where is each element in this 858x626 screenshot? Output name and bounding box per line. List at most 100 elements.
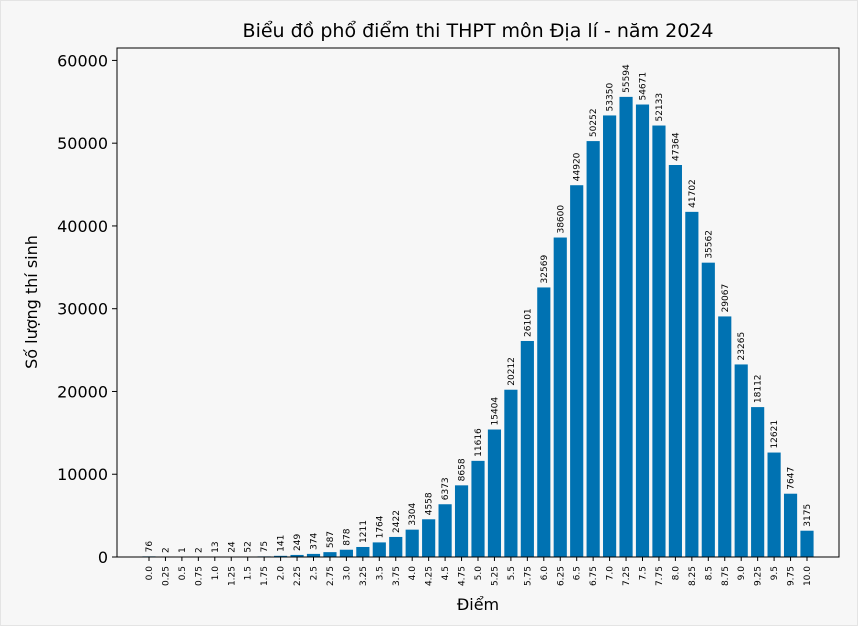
chart-title: Biểu đồ phổ điểm thi THPT môn Địa lí - n… [243, 20, 714, 42]
y-axis-ticks: 0 10000 20000 30000 40000 50000 60000 [57, 51, 117, 567]
bar-3.25 [356, 546, 370, 557]
bar-7.25 [619, 96, 633, 557]
x-tick-label-2.0: 2.0 [277, 566, 287, 581]
value-label-8.25: 41702 [688, 179, 698, 208]
bar-7.0 [603, 115, 617, 557]
x-tick-label-6.0: 6.0 [540, 566, 550, 581]
x-tick-label-10.0: 10.0 [803, 566, 813, 586]
x-tick-label-3.25: 3.25 [359, 566, 369, 586]
x-tick-label-9.75: 9.75 [787, 566, 797, 586]
value-label-7.75: 52133 [655, 93, 665, 122]
bar-6.5 [570, 185, 584, 557]
bar-2.25 [290, 554, 304, 557]
bar-4.25 [422, 519, 436, 557]
bar-2.0 [274, 555, 288, 557]
value-label-7.25: 55594 [622, 64, 632, 93]
x-tick-label-4.25: 4.25 [425, 566, 435, 586]
bar-9.25 [751, 407, 765, 557]
bar-4.0 [405, 529, 419, 557]
value-label-6.75: 50252 [589, 108, 599, 137]
value-label-8.5: 35562 [704, 230, 714, 259]
x-tick-label-4.0: 4.0 [408, 566, 418, 581]
x-tick-label-7.0: 7.0 [606, 566, 616, 581]
x-tick-label-3.75: 3.75 [392, 566, 402, 586]
value-label-4.0: 3304 [408, 502, 418, 525]
bars-group [142, 96, 814, 558]
value-label-9.0: 23265 [737, 332, 747, 361]
y-tick-label-0: 0 [98, 548, 108, 567]
x-tick-label-2.25: 2.25 [293, 566, 303, 586]
y-tick-label-20000: 20000 [57, 382, 108, 401]
value-label-1.25: 24 [227, 541, 237, 553]
x-tick-label-6.25: 6.25 [556, 566, 566, 586]
bar-8.0 [668, 165, 682, 557]
bar-5.5 [504, 389, 518, 557]
value-labels-group: 76 2 1 2 13 24 52 75 141 249 374 587 878 1211 1764 2422… [145, 64, 813, 553]
x-tick-label-2.75: 2.75 [326, 566, 336, 586]
x-tick-label-9.0: 9.0 [737, 566, 747, 581]
x-tick-label-5.0: 5.0 [474, 566, 484, 581]
bar-6.75 [586, 141, 600, 557]
bar-9.5 [767, 452, 781, 557]
bar-8.75 [718, 316, 732, 557]
y-tick-label-60000: 60000 [57, 51, 108, 70]
x-tick-label-6.75: 6.75 [589, 566, 599, 586]
value-label-3.75: 2422 [392, 510, 402, 533]
bar-10.0 [800, 530, 814, 557]
value-label-4.75: 8658 [458, 458, 468, 481]
value-label-8.0: 47364 [671, 132, 681, 161]
bar-6.25 [553, 237, 567, 557]
x-tick-label-8.5: 8.5 [704, 566, 714, 580]
value-label-6.25: 38600 [556, 205, 566, 234]
y-tick-label-40000: 40000 [57, 217, 108, 236]
value-label-2.25: 249 [293, 533, 303, 550]
y-tick-label-10000: 10000 [57, 465, 108, 484]
x-tick-label-4.75: 4.75 [458, 566, 468, 586]
bar-5.75 [520, 340, 534, 557]
value-label-1.0: 13 [211, 541, 221, 552]
bar-7.75 [652, 125, 666, 557]
x-tick-label-8.25: 8.25 [688, 566, 698, 586]
x-tick-label-8.75: 8.75 [721, 566, 731, 586]
x-tick-label-0.75: 0.75 [194, 566, 204, 586]
x-tick-label-5.25: 5.25 [490, 566, 500, 586]
x-tick-label-2.5: 2.5 [310, 566, 320, 580]
y-axis-label: Số lượng thí sinh [22, 235, 41, 369]
x-tick-label-0.25: 0.25 [161, 566, 171, 586]
x-tick-label-0.0: 0.0 [145, 566, 155, 581]
value-label-2.5: 374 [310, 532, 320, 549]
x-tick-label-1.75: 1.75 [260, 566, 270, 586]
value-label-3.5: 1764 [375, 515, 385, 538]
x-tick-label-3.5: 3.5 [375, 566, 385, 580]
value-label-6.0: 32569 [540, 255, 550, 284]
bar-8.25 [685, 211, 699, 558]
x-tick-label-3.0: 3.0 [342, 566, 352, 581]
bar-4.5 [438, 504, 452, 557]
value-label-7.0: 53350 [606, 83, 616, 112]
bar-3.5 [372, 542, 386, 557]
value-label-10.0: 3175 [803, 504, 813, 527]
value-label-7.5: 54671 [639, 72, 649, 101]
x-tick-label-5.75: 5.75 [523, 566, 533, 586]
value-label-5.5: 20212 [507, 357, 517, 386]
x-tick-label-4.5: 4.5 [441, 566, 451, 580]
value-label-3.25: 1211 [359, 520, 369, 543]
bar-3.0 [339, 549, 353, 557]
bar-2.5 [306, 553, 321, 557]
bar-5.0 [471, 460, 485, 557]
bar-7.5 [635, 104, 650, 558]
bar-6.0 [537, 287, 551, 557]
value-label-2.0: 141 [277, 535, 287, 552]
x-axis-ticks: 0.0 0.25 0.5 0.75 1.0 1.25 1.5 1.75 2.0 2.25 2.5 2.… [145, 557, 813, 586]
x-tick-label-0.5: 0.5 [178, 566, 188, 580]
x-tick-label-7.75: 7.75 [655, 566, 665, 586]
x-tick-label-6.5: 6.5 [573, 566, 583, 580]
value-label-5.25: 15404 [490, 397, 500, 426]
value-label-0.25: 2 [161, 547, 171, 553]
bar-4.75 [454, 485, 469, 557]
value-label-0.5: 1 [178, 547, 188, 553]
x-tick-label-7.25: 7.25 [622, 566, 632, 586]
value-label-1.5: 52 [244, 541, 254, 552]
x-tick-label-5.5: 5.5 [507, 566, 517, 580]
